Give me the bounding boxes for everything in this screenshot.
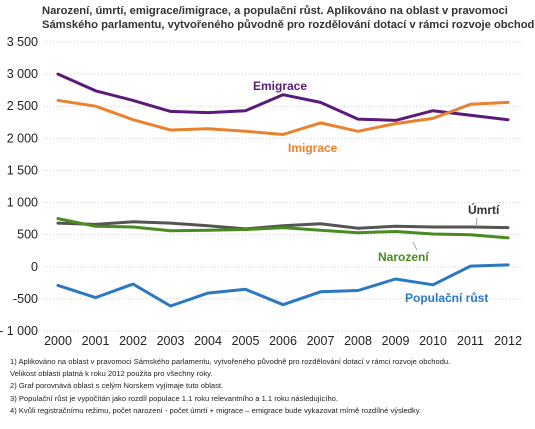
x-tick-label: 2004 bbox=[194, 334, 222, 348]
series-label-emigrace: Emigrace bbox=[253, 79, 307, 93]
x-tick-label: 2006 bbox=[269, 334, 297, 348]
x-tick-label: 2002 bbox=[119, 334, 147, 348]
x-tick-label: 2010 bbox=[419, 334, 447, 348]
x-tick-label: 2008 bbox=[344, 334, 372, 348]
x-tick-label: 2009 bbox=[382, 334, 410, 348]
chart-title-line-1: Narození, úmrtí, emigrace/imigrace, a po… bbox=[42, 5, 508, 17]
y-tick-label: -500 bbox=[13, 292, 38, 306]
y-tick-label: 3 500 bbox=[7, 35, 38, 49]
y-tick-label: 1 500 bbox=[7, 163, 38, 177]
y-tick-label: 2 500 bbox=[7, 99, 38, 113]
y-tick-label: - 1 000 bbox=[0, 324, 38, 338]
footnote-1: 1) Aplikováno na oblast v pravomoci Sáms… bbox=[10, 357, 451, 366]
narozeni-leader-line bbox=[412, 241, 418, 251]
y-tick-label: 3 000 bbox=[7, 67, 38, 81]
series-line-imigrace bbox=[56, 98, 510, 136]
x-tick-label: 2011 bbox=[457, 334, 484, 348]
x-tick-label: 2000 bbox=[44, 334, 72, 348]
y-tick-label: 500 bbox=[17, 228, 38, 242]
chart-title: Narození, úmrtí, emigrace/imigrace, a po… bbox=[42, 4, 535, 32]
series-line-populační-růst bbox=[56, 263, 510, 308]
series-label-narození: Narození bbox=[378, 250, 429, 264]
footnote-3: 3) Populační růst je vypočítán jako rozd… bbox=[10, 393, 338, 403]
footnote-2: 2) Graf porovnává oblast s celým Norskem… bbox=[10, 381, 224, 391]
y-tick-label: 0 bbox=[31, 260, 38, 274]
umrti-leader-line bbox=[475, 217, 478, 228]
series-label-úmrtí: Úmrtí bbox=[468, 202, 500, 217]
chart-title-line-2: Sámského parlamentu, vytvořeného původně… bbox=[42, 19, 535, 31]
footnotes: 1) Aplikováno na oblast v pravomoci Sáms… bbox=[10, 356, 532, 417]
footnote-4: 4) Kvůli registračnímu režimu, počet nar… bbox=[10, 405, 422, 415]
series-label-populační-růst: Populační růst bbox=[405, 291, 488, 305]
x-tick-label: 2005 bbox=[232, 334, 260, 348]
series-line-narození bbox=[56, 217, 510, 240]
series-label-imigrace: Imigrace bbox=[288, 141, 338, 155]
y-tick-label: 1 000 bbox=[7, 196, 38, 210]
footnote-1-cont: Velikost oblasti platná k roku 2012 použ… bbox=[10, 369, 213, 379]
x-tick-label: 2007 bbox=[307, 334, 335, 348]
x-tick-label: 2003 bbox=[157, 334, 185, 348]
y-tick-label: 2 000 bbox=[7, 131, 38, 145]
series-line-emigrace bbox=[56, 72, 510, 122]
series-line-úmrtí bbox=[56, 220, 510, 231]
x-tick-label: 2012 bbox=[494, 334, 522, 348]
x-tick-label: 2001 bbox=[82, 334, 110, 348]
